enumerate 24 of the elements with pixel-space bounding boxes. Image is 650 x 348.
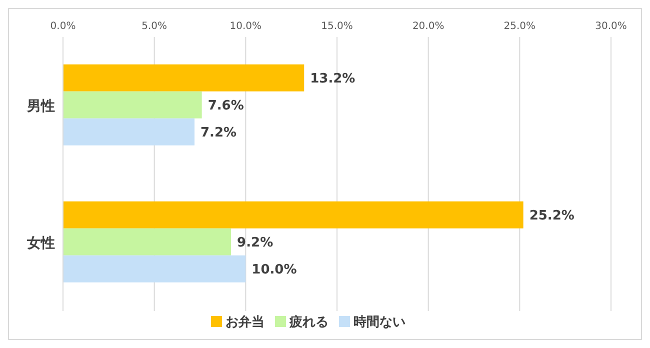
bar xyxy=(63,118,195,146)
data-label: 7.2% xyxy=(200,125,237,140)
y-tick-label: 男性 xyxy=(26,98,55,114)
data-label: 7.6% xyxy=(208,98,244,114)
data-label: 25.2% xyxy=(529,208,574,224)
x-tick-label: 0.0% xyxy=(50,21,76,32)
x-tick-label: 10.0% xyxy=(230,21,262,32)
data-label: 9.2% xyxy=(237,235,274,250)
x-tick-label: 15.0% xyxy=(321,21,353,32)
bar xyxy=(63,64,304,92)
legend-label: 時間ない xyxy=(354,315,406,330)
y-tick-label: 女性 xyxy=(26,235,55,252)
bar xyxy=(63,201,524,228)
x-tick-label: 30.0% xyxy=(595,21,627,32)
data-label: 13.2% xyxy=(310,71,356,86)
bar xyxy=(63,228,232,256)
legend-label: お弁当 xyxy=(226,315,264,330)
x-tick-label: 25.0% xyxy=(504,21,536,32)
x-tick-label: 20.0% xyxy=(412,21,444,32)
x-tick-label: 5.0% xyxy=(142,21,168,32)
legend-label: 疲れる xyxy=(290,315,328,330)
bar xyxy=(63,91,202,118)
data-label: 10.0% xyxy=(252,262,297,278)
bar xyxy=(63,255,246,282)
